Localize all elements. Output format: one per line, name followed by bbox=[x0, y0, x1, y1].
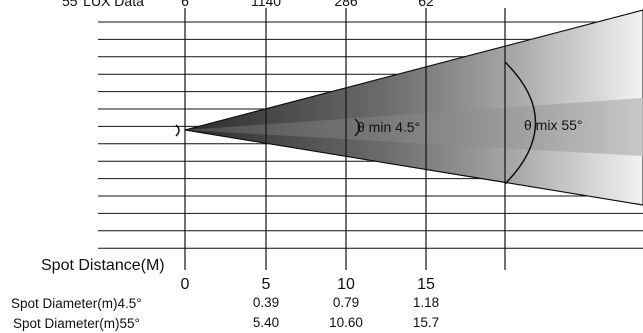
distance-lines bbox=[184, 8, 506, 270]
distance-value: 10 bbox=[337, 276, 355, 293]
diameter-55-value: 5.40 bbox=[252, 315, 280, 330]
diameter-55-value: 10.60 bbox=[329, 315, 363, 330]
spot-diameter-45-label: Spot Diameter(m)4.5° bbox=[11, 296, 142, 311]
angle-max-label: θ mix 55° bbox=[524, 117, 583, 133]
distance-value: 5 bbox=[261, 276, 271, 293]
diameter-45-value: 0.79 bbox=[332, 295, 360, 310]
origin-arc bbox=[175, 124, 180, 137]
angle-min-label: θ min 4.5° bbox=[357, 119, 421, 135]
diameter-45-value: 1.18 bbox=[412, 295, 440, 310]
angle-arc-55 bbox=[504, 61, 537, 185]
spot-distance-label: Spot Distance(M) bbox=[41, 257, 165, 274]
diameter-55-value: 15.7 bbox=[412, 315, 440, 330]
diameter-45-value: 0.39 bbox=[252, 295, 280, 310]
lux-data-label: 55°LUX Data bbox=[62, 0, 144, 9]
lux-value: 286 bbox=[334, 0, 358, 9]
lux-value: 1140 bbox=[250, 0, 282, 9]
distance-value: 0 bbox=[180, 276, 190, 293]
angle-arc-4-5 bbox=[354, 118, 361, 137]
distance-value: 15 bbox=[417, 276, 435, 293]
beam-edge-top bbox=[184, 9, 643, 131]
beam-edge-bottom bbox=[184, 129, 643, 206]
spot-diameter-55-label: Spot Diameter(m)55° bbox=[13, 316, 140, 331]
lux-value: 6 bbox=[181, 0, 189, 9]
beam-cone-4-5 bbox=[185, 98, 643, 156]
lux-value: 62 bbox=[418, 0, 434, 9]
